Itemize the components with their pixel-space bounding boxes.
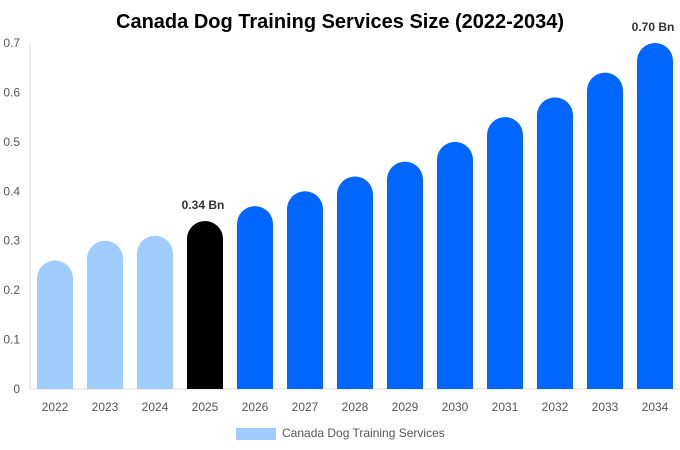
bar-2030	[437, 141, 473, 389]
y-tick-label: 0.5	[3, 135, 20, 149]
x-tick-label: 2031	[492, 400, 519, 414]
x-tick-label: 2033	[592, 400, 619, 414]
x-tick-label: 2024	[142, 400, 169, 414]
bar-2027	[287, 191, 323, 389]
y-tick-label: 0.4	[3, 184, 20, 198]
x-tick-label: 2025	[192, 400, 219, 414]
bar-2034	[637, 43, 673, 389]
x-tick-label: 2034	[642, 400, 669, 414]
x-tick-label: 2030	[442, 400, 469, 414]
y-tick-label: 0.3	[3, 234, 20, 248]
bar-2033	[587, 72, 623, 390]
y-tick-label: 0	[13, 382, 20, 396]
x-tick-label: 2026	[242, 400, 269, 414]
data-label: 0.34 Bn	[182, 198, 225, 212]
x-tick-label: 2022	[42, 400, 69, 414]
y-tick-label: 0.1	[3, 333, 20, 347]
x-tick-label: 2028	[342, 400, 369, 414]
chart-title: Canada Dog Training Services Size (2022-…	[116, 11, 564, 33]
legend-swatch	[236, 428, 276, 440]
x-tick-label: 2032	[542, 400, 569, 414]
bar-2025	[187, 220, 223, 389]
bar-2032	[537, 97, 573, 389]
bar-2029	[387, 161, 423, 389]
x-tick-label: 2027	[292, 400, 319, 414]
y-tick-label: 0.7	[3, 36, 20, 50]
data-label: 0.70 Bn	[632, 20, 675, 34]
legend-label: Canada Dog Training Services	[282, 426, 445, 440]
y-tick-label: 0.2	[3, 283, 20, 297]
bar-2026	[237, 206, 273, 389]
y-tick-label: 0.6	[3, 85, 20, 99]
bar-2022	[37, 260, 73, 389]
x-tick-label: 2029	[392, 400, 419, 414]
bar-2023	[87, 240, 123, 389]
bar-2028	[337, 176, 373, 389]
bar-2024	[137, 235, 173, 389]
x-tick-label: 2023	[92, 400, 119, 414]
bar-2031	[487, 117, 523, 389]
